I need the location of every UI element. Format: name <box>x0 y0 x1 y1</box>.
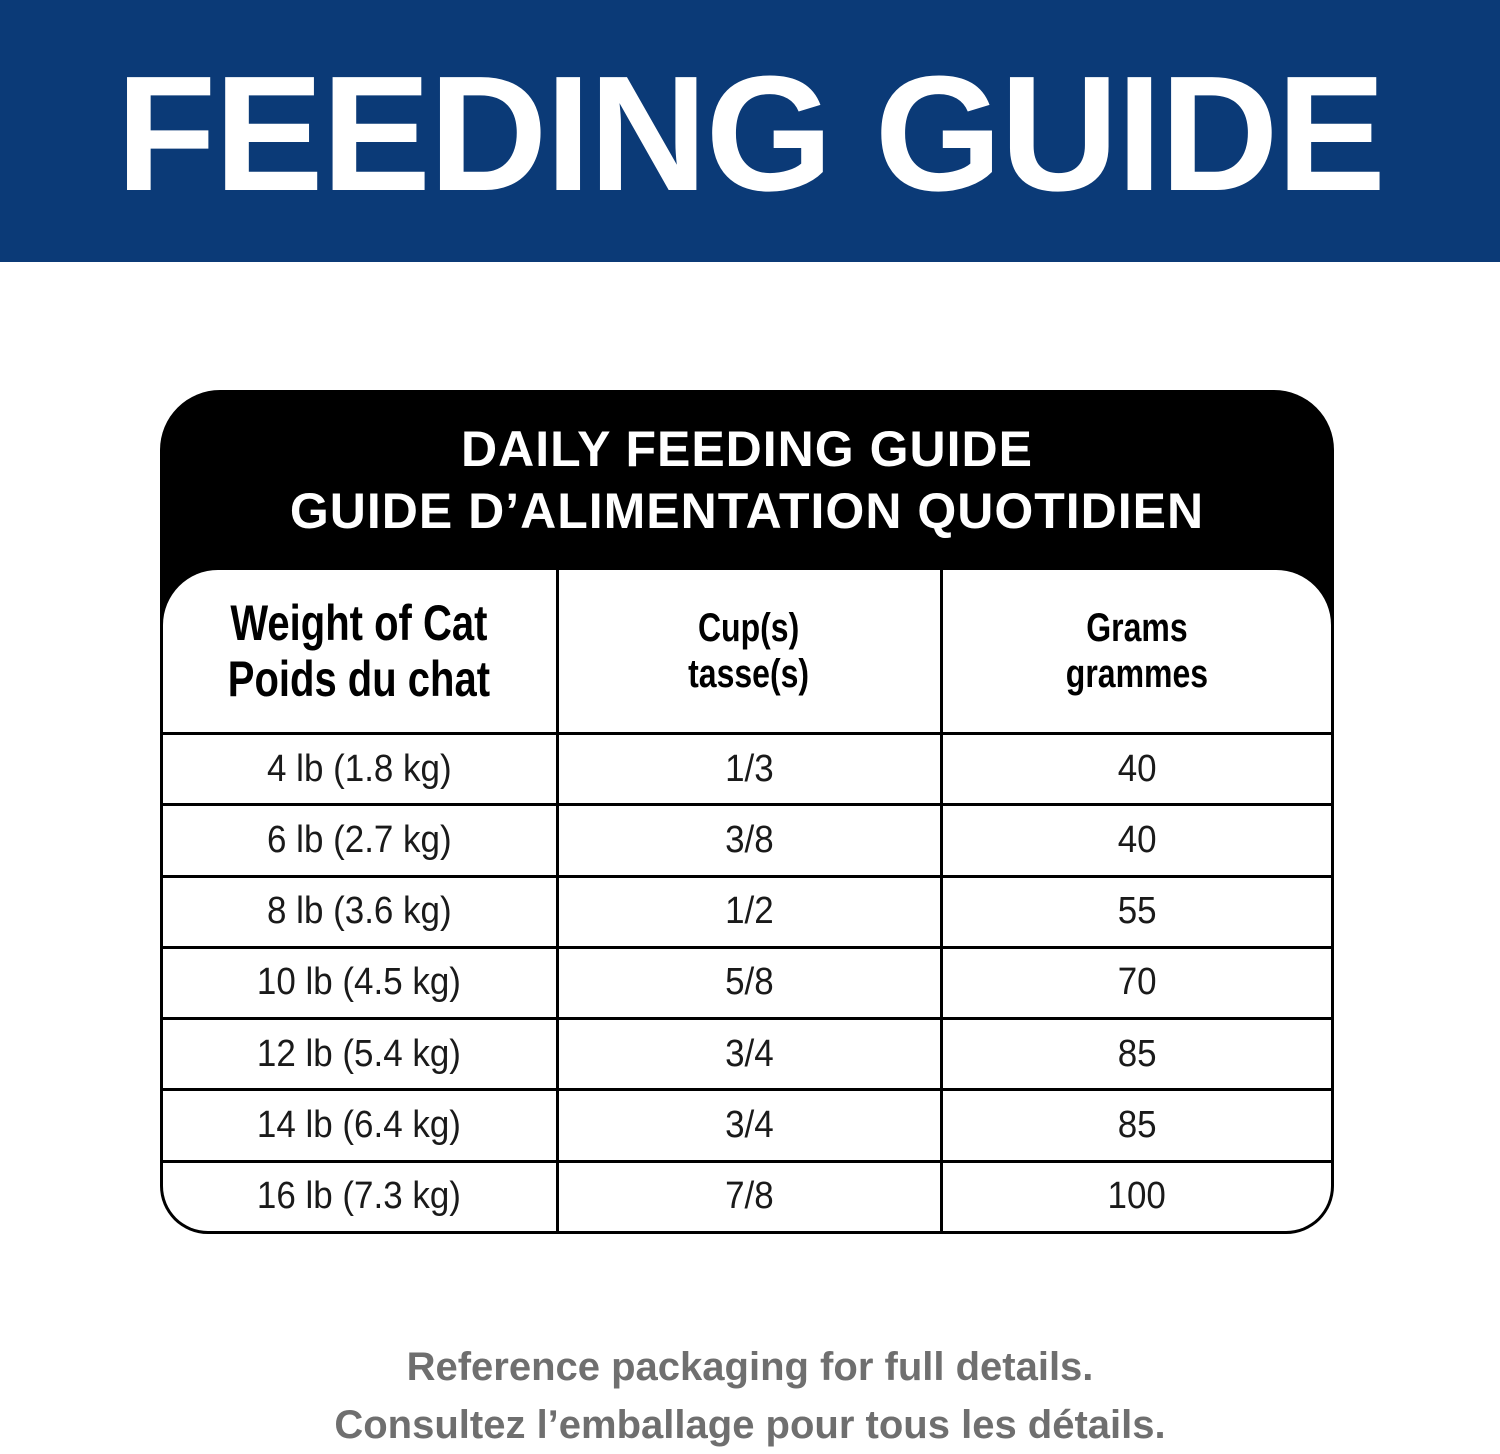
feeding-table-container: Weight of Cat Poids du chat Cup(s) tasse(s… <box>163 570 1331 1231</box>
table-header-row: Weight of Cat Poids du chat Cup(s) tasse(s… <box>163 570 1331 735</box>
grams-cell: 70 <box>939 945 1331 1021</box>
cups-cell: 5/8 <box>555 945 943 1021</box>
grams-cell: 85 <box>939 1017 1331 1092</box>
cell-text: 55 <box>1117 890 1157 933</box>
cups-cell: 1/3 <box>555 731 943 807</box>
header-en: Grams <box>1086 606 1188 650</box>
cell-text: 85 <box>1117 1104 1157 1147</box>
cell-text: 4 lb (1.8 kg) <box>266 747 452 790</box>
table-row: 16 lb (7.3 kg) 7/8 100 <box>163 1159 1331 1231</box>
weight-cell: 14 lb (6.4 kg) <box>163 1088 559 1163</box>
cell-text: 40 <box>1117 818 1157 861</box>
cell-text: 1/3 <box>724 747 774 790</box>
footer-note: Reference packaging for full details. Co… <box>0 1338 1500 1454</box>
table-row: 12 lb (5.4 kg) 3/4 85 <box>163 1017 1331 1092</box>
grams-cell: 40 <box>939 803 1331 878</box>
cell-text: 3/4 <box>724 1032 774 1075</box>
weight-cell: 4 lb (1.8 kg) <box>163 731 559 807</box>
cell-text: 8 lb (3.6 kg) <box>266 890 452 933</box>
column-header-grams: Grams grammes <box>939 570 1331 735</box>
column-header-weight: Weight of Cat Poids du chat <box>163 570 559 735</box>
table-row: 14 lb (6.4 kg) 3/4 85 <box>163 1088 1331 1163</box>
grams-cell: 55 <box>939 874 1331 949</box>
cell-text: 14 lb (6.4 kg) <box>257 1104 462 1147</box>
header-banner: FEEDING GUIDE <box>0 0 1500 262</box>
header-fr: Poids du chat <box>228 651 491 707</box>
cell-text: 100 <box>1107 1175 1166 1218</box>
feeding-table: Weight of Cat Poids du chat Cup(s) tasse(s… <box>163 570 1331 1231</box>
cups-cell: 3/8 <box>555 803 943 878</box>
weight-cell: 16 lb (7.3 kg) <box>163 1159 559 1231</box>
cell-text: 12 lb (5.4 kg) <box>257 1032 462 1075</box>
card-title: DAILY FEEDING GUIDE GUIDE D’ALIMENTATION… <box>160 418 1334 542</box>
cell-text: 16 lb (7.3 kg) <box>257 1175 462 1218</box>
card-title-en: DAILY FEEDING GUIDE <box>461 421 1033 477</box>
feeding-guide-card: DAILY FEEDING GUIDE GUIDE D’ALIMENTATION… <box>160 390 1334 1234</box>
cell-text: 1/2 <box>724 890 774 933</box>
table-row: 10 lb (4.5 kg) 5/8 70 <box>163 945 1331 1021</box>
grams-cell: 100 <box>939 1159 1331 1231</box>
table-row: 4 lb (1.8 kg) 1/3 40 <box>163 731 1331 807</box>
cups-cell: 1/2 <box>555 874 943 949</box>
cell-text: 10 lb (4.5 kg) <box>257 961 462 1004</box>
footer-note-fr: Consultez l’emballage pour tous les déta… <box>334 1403 1166 1447</box>
table-row: 8 lb (3.6 kg) 1/2 55 <box>163 874 1331 949</box>
column-header-cups: Cup(s) tasse(s) <box>555 570 943 735</box>
grams-cell: 40 <box>939 731 1331 807</box>
cell-text: 70 <box>1117 961 1157 1004</box>
weight-cell: 10 lb (4.5 kg) <box>163 945 559 1021</box>
cell-text: 7/8 <box>724 1175 774 1218</box>
cell-text: 3/4 <box>724 1104 774 1147</box>
grams-cell: 85 <box>939 1088 1331 1163</box>
cell-text: 40 <box>1117 747 1157 790</box>
weight-cell: 6 lb (2.7 kg) <box>163 803 559 878</box>
cell-text: 3/8 <box>724 818 774 861</box>
cell-text: 6 lb (2.7 kg) <box>266 818 452 861</box>
table-row: 6 lb (2.7 kg) 3/8 40 <box>163 803 1331 878</box>
weight-cell: 12 lb (5.4 kg) <box>163 1017 559 1092</box>
cell-text: 5/8 <box>724 961 774 1004</box>
cell-text: 85 <box>1117 1032 1157 1075</box>
header-fr: grammes <box>1065 652 1208 696</box>
weight-cell: 8 lb (3.6 kg) <box>163 874 559 949</box>
cups-cell: 3/4 <box>555 1017 943 1092</box>
card-title-fr: GUIDE D’ALIMENTATION QUOTIDIEN <box>289 483 1205 539</box>
header-en: Weight of Cat <box>230 595 488 651</box>
header-en: Cup(s) <box>698 606 800 650</box>
header-fr: tasse(s) <box>688 652 810 696</box>
footer-note-en: Reference packaging for full details. <box>406 1345 1094 1389</box>
page-title: FEEDING GUIDE <box>116 42 1386 225</box>
cups-cell: 3/4 <box>555 1088 943 1163</box>
cups-cell: 7/8 <box>555 1159 943 1231</box>
